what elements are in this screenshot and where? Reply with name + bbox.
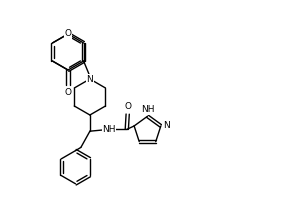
Text: N: N (86, 74, 93, 84)
Text: O: O (64, 29, 71, 38)
Text: NH: NH (141, 105, 154, 114)
Text: O: O (64, 88, 71, 97)
Text: NH: NH (102, 125, 116, 134)
Text: N: N (163, 121, 169, 130)
Text: O: O (124, 102, 131, 111)
